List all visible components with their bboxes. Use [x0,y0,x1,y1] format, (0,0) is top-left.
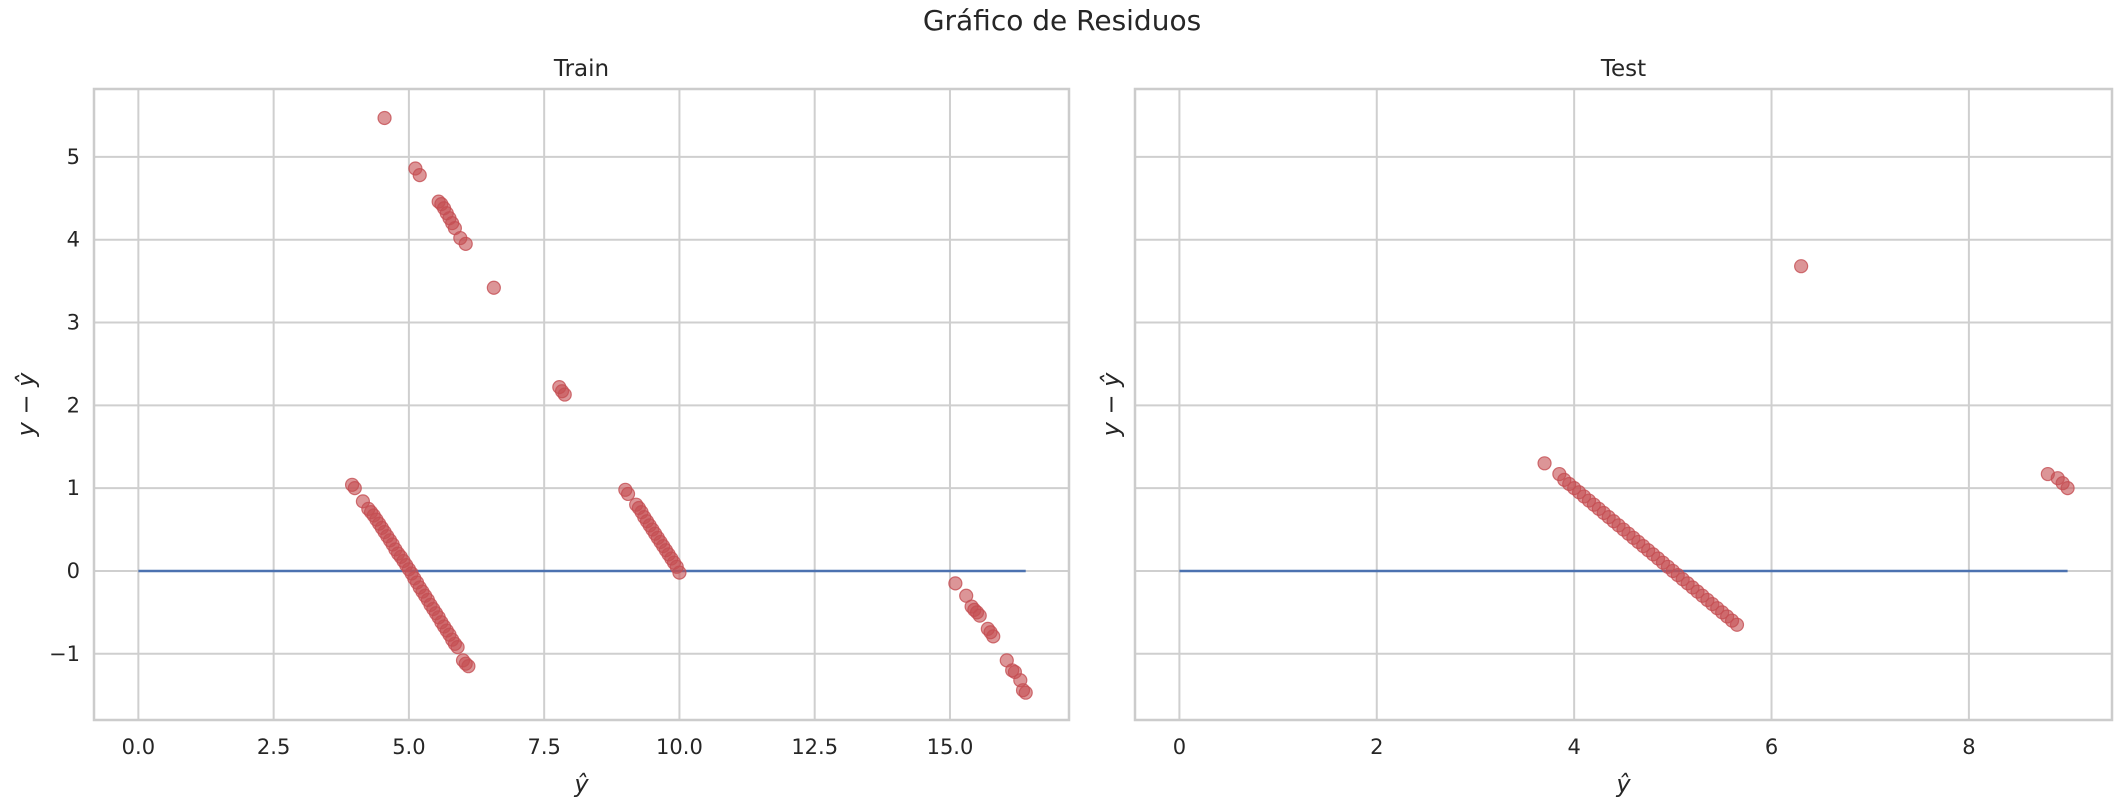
test-y-axis-label: y − ŷ [1097,372,1125,438]
train-residual-point [461,659,476,674]
test-xtick-label: 4 [1567,735,1580,759]
test-xtick-label: 2 [1370,735,1383,759]
train-ytick-label: 4 [67,228,80,252]
test-x-axis-label: ŷ [1615,770,1631,798]
train-residual-point [450,640,465,655]
train-residual-point [986,629,1001,644]
train-axes-frame [92,87,1071,722]
train-residual-point [347,481,362,496]
train-xtick-label: 5.0 [392,735,425,759]
test-xtick-label: 0 [1173,735,1186,759]
test-residual-point [2060,481,2075,496]
train-residual-point [972,608,987,623]
train-ytick-label: 3 [67,311,80,335]
train-residual-point [458,236,473,251]
train-residual-point [557,387,572,402]
train-xtick-label: 10.0 [656,735,703,759]
train-residual-point [412,168,427,183]
train-xtick-label: 15.0 [927,735,974,759]
train-xtick-label: 7.5 [527,735,560,759]
train-ytick-label: 2 [67,393,80,417]
train-ytick-label: −1 [49,642,80,666]
train-residual-point [377,110,392,126]
test-residual-point [1794,259,1809,274]
train-x-axis-label: ŷ [573,770,589,798]
test-xtick-label: 8 [1962,735,1975,759]
train-residual-point [486,280,501,295]
train-xtick-label: 12.5 [791,735,838,759]
test-axes-frame [1133,87,2114,722]
train-panel-title: Train [553,56,609,82]
train-xtick-label: 0.0 [122,735,155,759]
train-residual-point [1018,685,1033,700]
train-residual-point [620,486,636,502]
train-residual-point [948,576,963,591]
test-residual-point [1537,456,1552,471]
train-xtick-label: 2.5 [257,735,290,759]
train-ytick-label: 0 [67,559,80,583]
test-panel-title: Test [1600,56,1646,82]
test-residual-point [1729,617,1745,632]
train-ytick-label: 1 [67,476,80,500]
train-ytick-label: 5 [67,145,80,169]
figure-title: Gráfico de Residuos [923,4,1201,37]
test-xtick-label: 6 [1765,735,1778,759]
train-residual-point [672,565,687,580]
train-panel: 0.0 2.5 5.0 7.5 10.0 12.5 15.0 −1 0 1 2 3 4 5 Train ŷ y … [12,56,1071,798]
test-panel: 0 2 4 6 8 Test ŷ y − ŷ [1097,56,2114,798]
train-y-axis-label: y − ŷ [12,372,40,438]
